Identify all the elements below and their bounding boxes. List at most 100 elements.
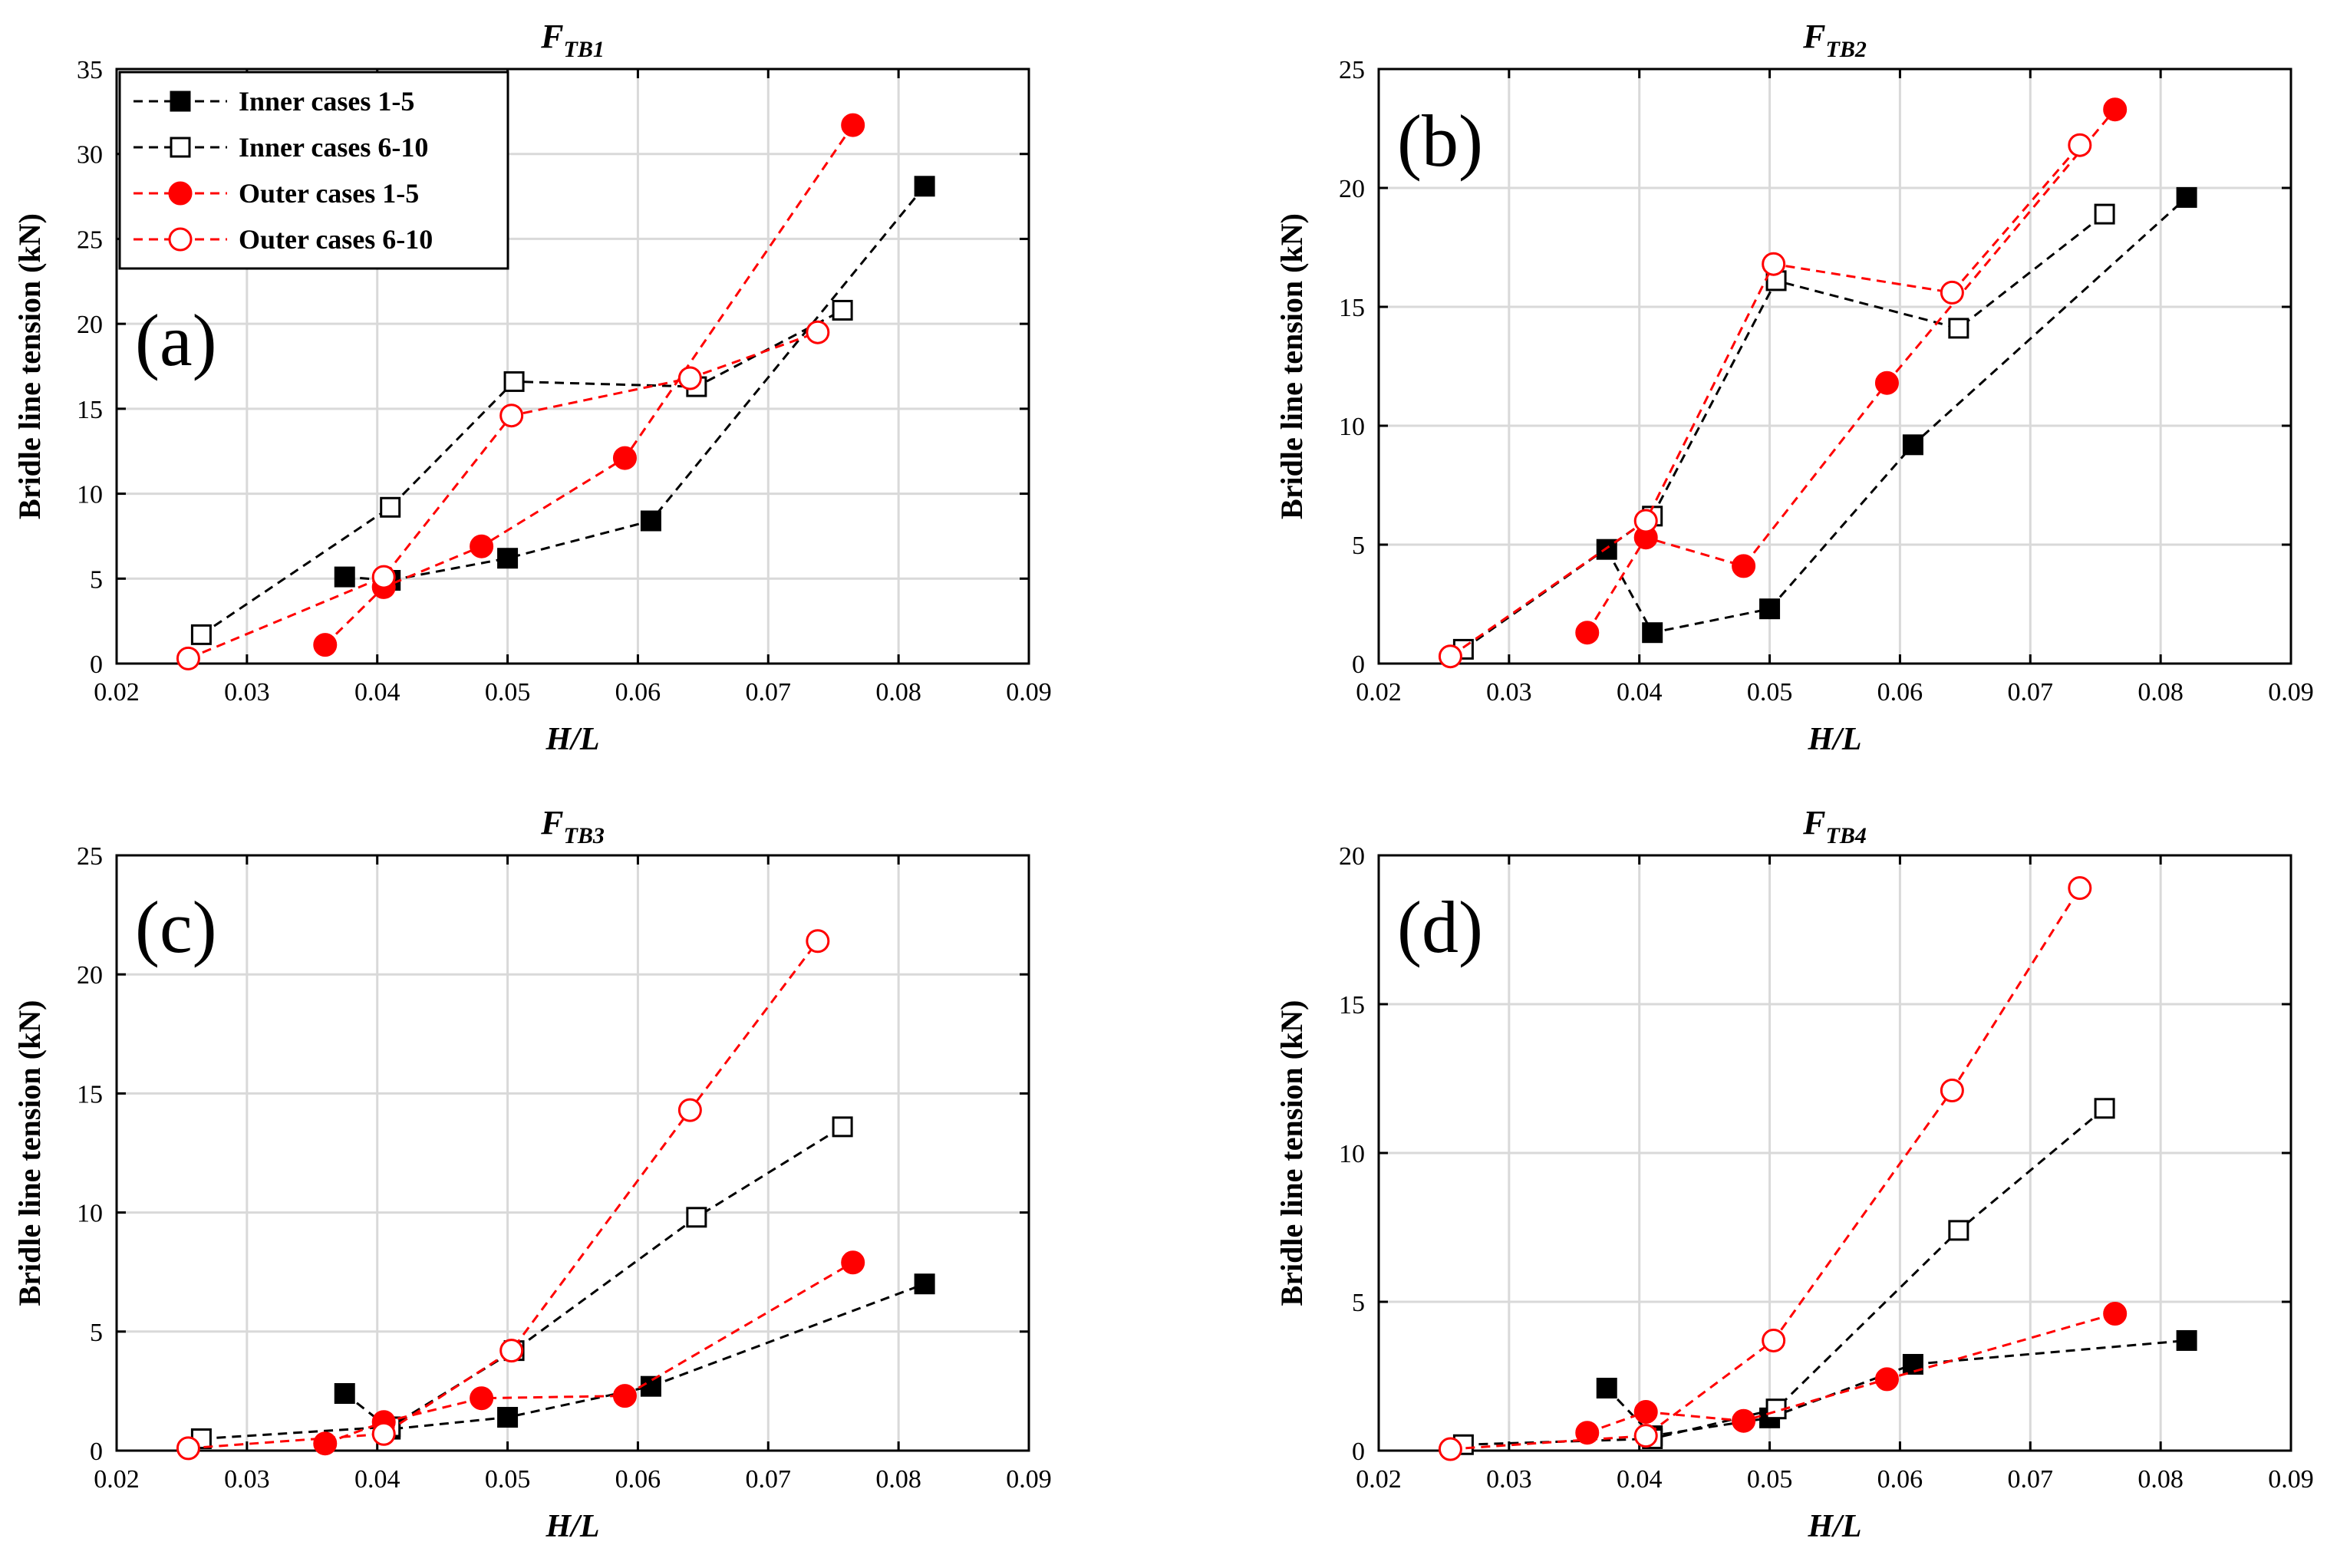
series-1 [1596, 186, 2197, 644]
chart-title: FTB2 [1802, 18, 1867, 62]
data-point [1874, 1367, 1899, 1392]
data-point [640, 1375, 661, 1397]
x-tick-label: 0.03 [224, 1465, 270, 1494]
x-axis-label: H/L [545, 722, 600, 757]
data-point [2094, 1098, 2115, 1119]
x-tick-label: 0.04 [354, 678, 400, 707]
legend-label: Inner cases 1-5 [239, 86, 414, 117]
data-point [1438, 1437, 1462, 1461]
y-tick-label: 30 [77, 141, 103, 170]
x-tick-label: 0.02 [1356, 678, 1402, 707]
axes-box [115, 68, 1030, 665]
legend: Inner cases 1-5 Inner cases 6-10 Outer cas… [118, 71, 509, 270]
chart-title-subscript: TB2 [1826, 37, 1867, 62]
x-tick-label: 0.08 [875, 1465, 921, 1494]
data-point [497, 1407, 519, 1428]
chart-title-main: F [540, 804, 563, 842]
data-point [176, 1436, 200, 1461]
data-point [334, 1383, 355, 1405]
data-point [832, 1116, 853, 1138]
data-point [1902, 434, 1923, 456]
x-tick-label: 0.05 [1747, 1465, 1793, 1494]
x-tick-label: 0.04 [1617, 678, 1663, 707]
data-point [371, 565, 396, 589]
y-tick-label: 0 [1352, 1438, 1365, 1466]
legend-marker [170, 91, 191, 112]
y-tick-label: 5 [1352, 1289, 1365, 1317]
y-tick-label: 25 [1339, 56, 1365, 84]
data-point [190, 624, 212, 645]
y-tick-label: 20 [1339, 842, 1365, 871]
data-point [334, 566, 355, 588]
legend-label: Outer cases 1-5 [239, 178, 419, 209]
data-point [497, 548, 519, 569]
data-point [1633, 1424, 1658, 1448]
data-point [1596, 1378, 1617, 1399]
series-line [1605, 196, 2188, 634]
data-point [1940, 1079, 1964, 1103]
x-tick-label: 0.03 [1486, 678, 1532, 707]
data-point [677, 366, 702, 390]
chart-title-subscript: TB4 [1826, 823, 1867, 848]
x-tick-label: 0.06 [1877, 678, 1923, 707]
x-axis-label: H/L [1808, 722, 1862, 757]
y-axis-label: Bridle line tension (kN) [1274, 1000, 1309, 1306]
data-point [1575, 621, 1600, 645]
y-tick-label: 35 [77, 56, 103, 84]
data-point [1762, 252, 1786, 276]
y-tick-label: 10 [77, 481, 103, 509]
data-point [470, 534, 494, 558]
chart-title: FTB4 [1802, 804, 1867, 848]
panel-label: (a) [135, 299, 217, 381]
y-tick-label: 5 [90, 1319, 103, 1347]
plot-area [1379, 69, 2291, 664]
legend-marker [170, 137, 191, 158]
chart-panel-4: 0.02 0.03 0.04 0.05 0.06 0.07 0.08 0.09 0 5 10 15 20… [1274, 804, 2314, 1544]
data-point [1438, 644, 1462, 669]
x-tick-label: 0.06 [615, 1465, 661, 1494]
x-tick-label: 0.03 [224, 678, 270, 707]
chart-title: FTB3 [540, 804, 605, 848]
data-point [686, 1207, 707, 1228]
y-tick-label: 15 [77, 1080, 103, 1108]
chart-panel-3: 0.02 0.03 0.04 0.05 0.06 0.07 0.08 0.09 0 5 10 15 20… [12, 804, 1052, 1544]
series-3 [1575, 1302, 2128, 1445]
data-point [503, 371, 525, 392]
data-point [1762, 1328, 1786, 1352]
x-tick-label: 0.07 [2008, 1465, 2054, 1494]
y-tick-label: 10 [1339, 1140, 1365, 1168]
x-tick-label: 0.02 [94, 678, 140, 707]
x-axis-label: H/L [1808, 1509, 1862, 1544]
data-point [677, 1098, 702, 1122]
series-line [201, 1125, 843, 1440]
data-point [2068, 876, 2092, 901]
x-tick-label: 0.02 [1356, 1465, 1402, 1494]
chart-title-main: F [540, 18, 563, 55]
data-point [470, 1386, 494, 1411]
data-point [612, 1384, 637, 1408]
y-axis-label: Bridle line tension (kN) [12, 1000, 47, 1306]
data-point [1948, 318, 1969, 339]
series-3 [1575, 97, 2128, 645]
y-tick-label: 0 [90, 651, 103, 679]
x-tick-label: 0.06 [1877, 1465, 1923, 1494]
data-point [313, 633, 338, 657]
x-tick-label: 0.09 [1006, 678, 1052, 707]
data-point [176, 646, 200, 670]
y-tick-label: 20 [77, 311, 103, 339]
data-point [914, 1273, 935, 1295]
data-point [832, 299, 853, 321]
x-tick-label: 0.09 [2268, 678, 2314, 707]
legend-label: Inner cases 6-10 [239, 132, 428, 163]
x-axis-label: H/L [545, 1509, 600, 1544]
data-point [806, 929, 830, 954]
x-tick-label: 0.09 [2268, 1465, 2314, 1494]
axes-box [1377, 68, 2292, 665]
data-point [1642, 622, 1663, 644]
x-tick-label: 0.07 [746, 678, 792, 707]
plot-area [117, 855, 1029, 1451]
x-tick-label: 0.02 [94, 1465, 140, 1494]
y-tick-label: 20 [77, 961, 103, 990]
data-point [313, 1431, 338, 1456]
